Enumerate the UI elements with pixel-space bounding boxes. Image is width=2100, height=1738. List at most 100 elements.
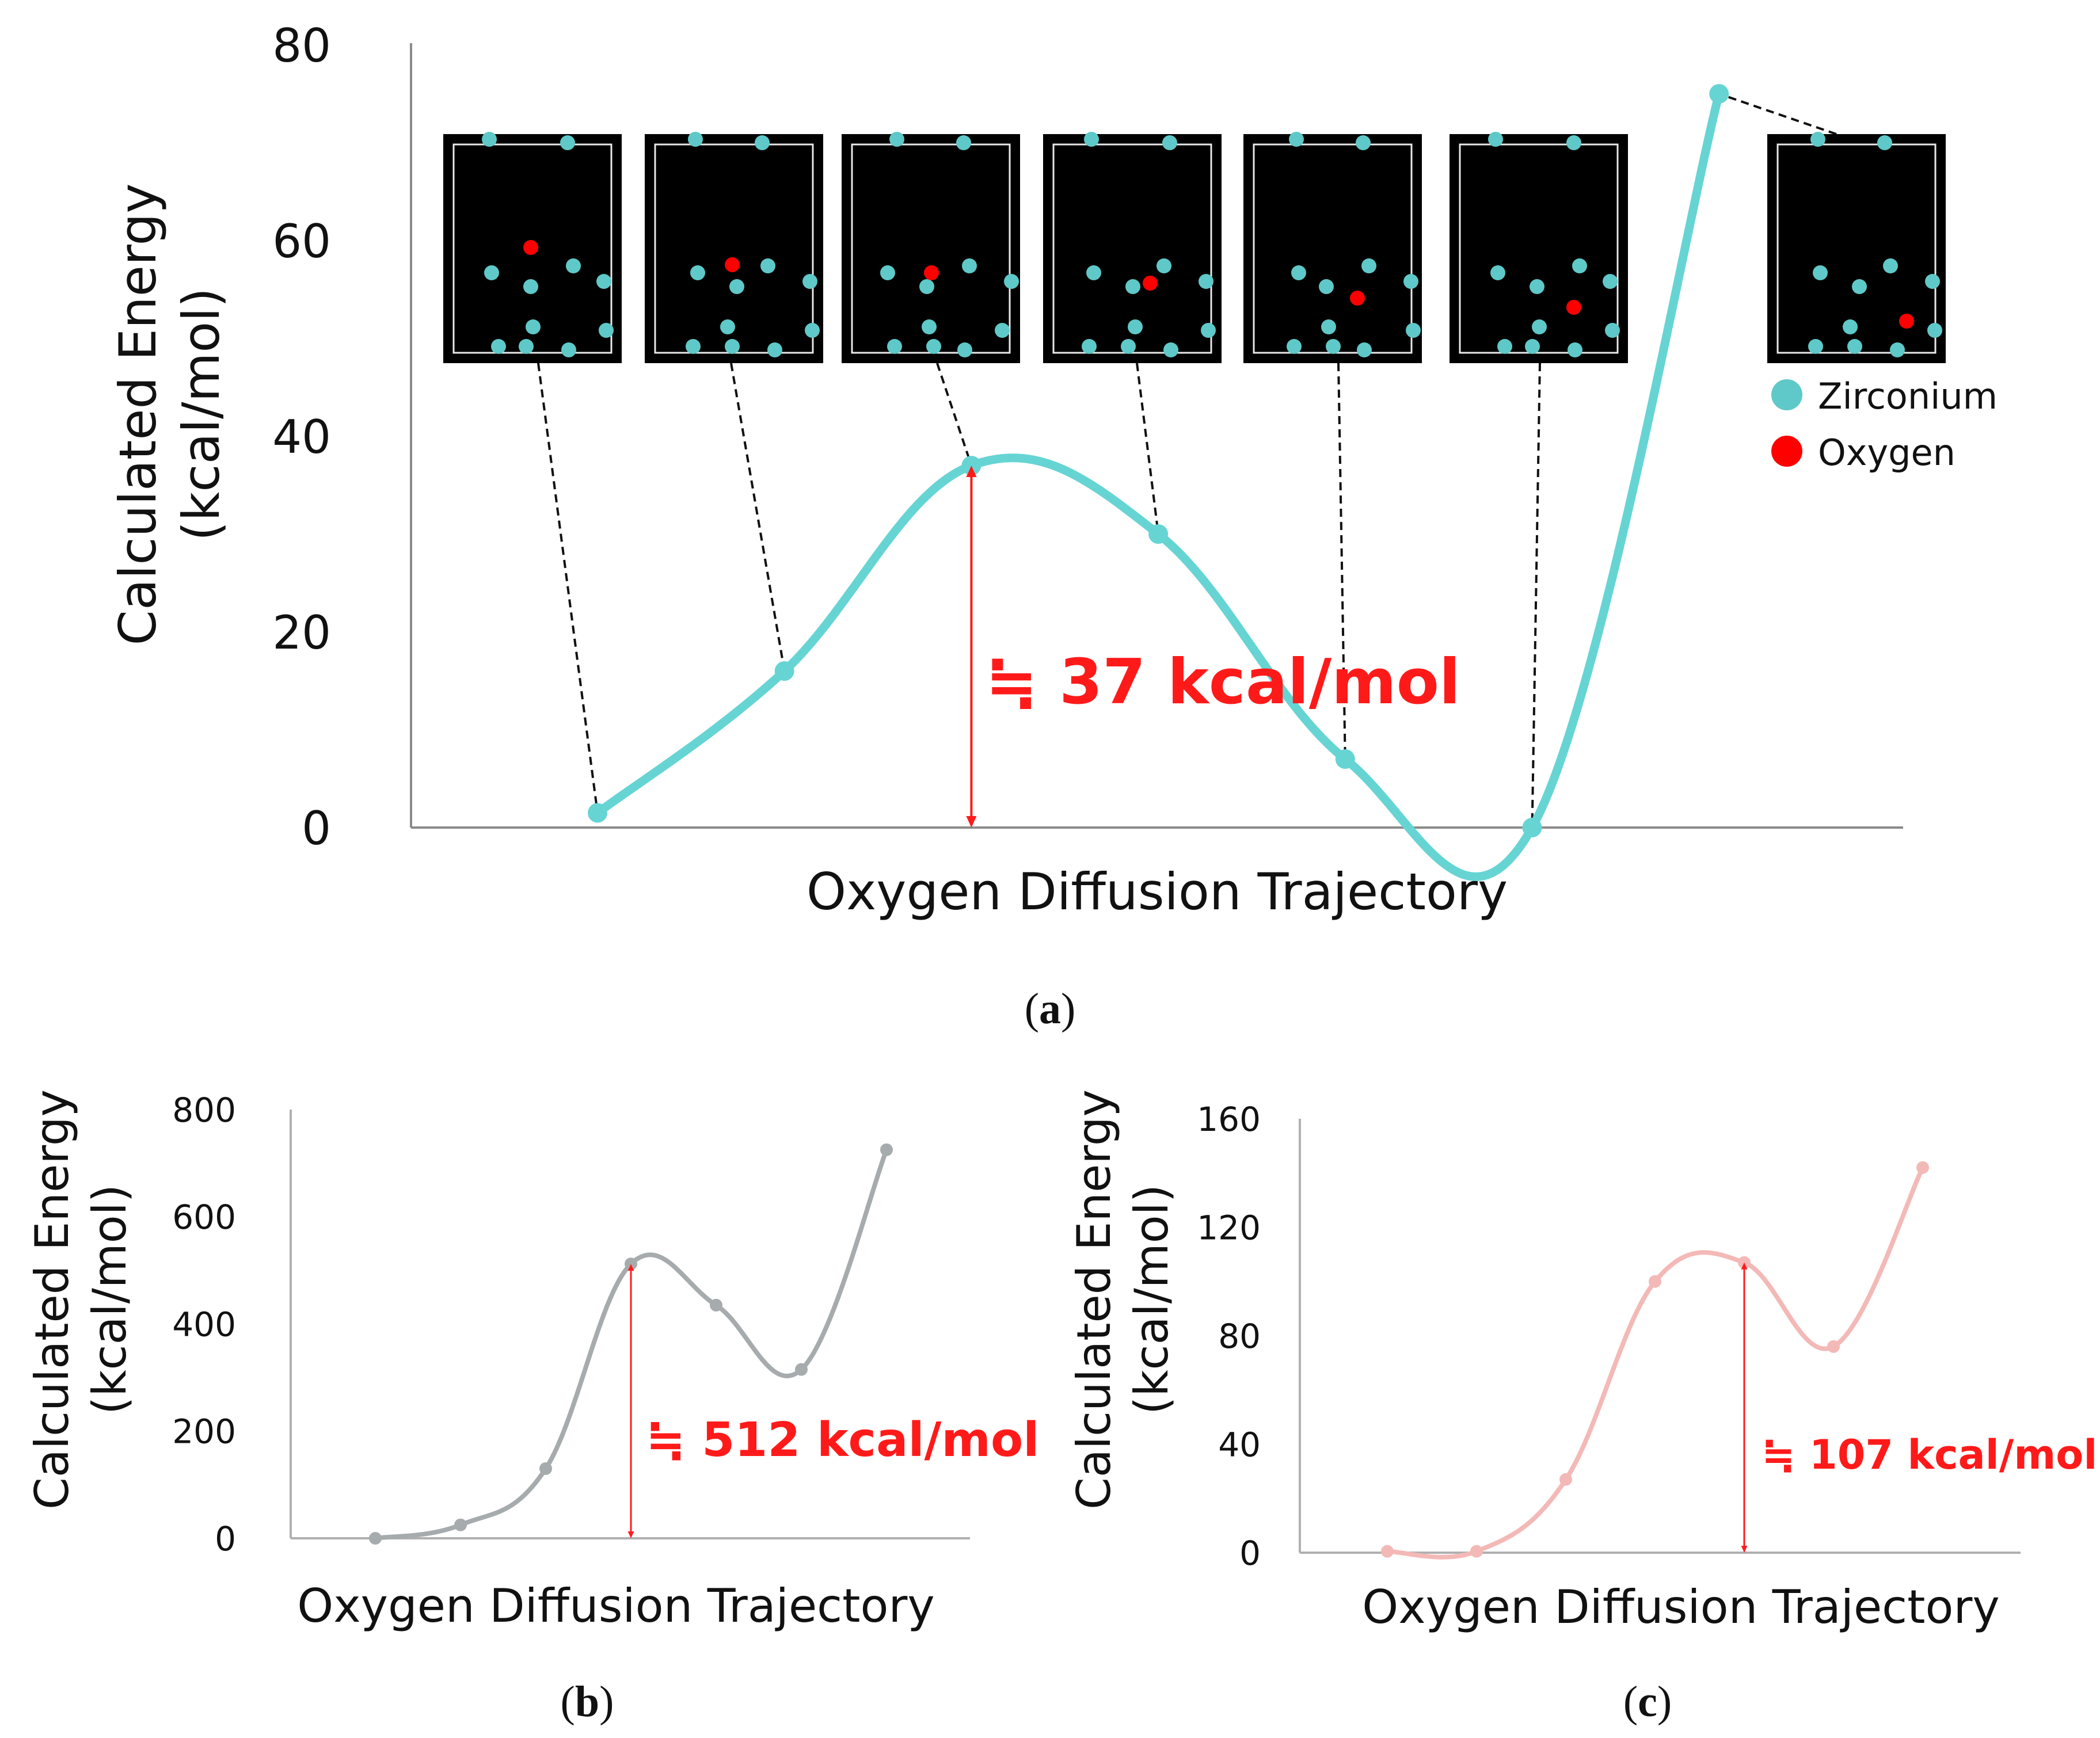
series-b	[369, 1143, 893, 1545]
y-axis-title-line1: Calculated Energy	[108, 184, 168, 646]
y-ticks-c: 0 40 80 120 160	[1197, 1100, 1261, 1573]
zirconium-atom	[1406, 323, 1421, 338]
oxygen-atom	[1143, 276, 1158, 291]
zirconium-atom	[805, 323, 820, 338]
oxygen-atom	[725, 257, 740, 272]
zirconium-atom	[760, 258, 775, 273]
structure-connector	[1718, 93, 1837, 135]
zirconium-atom	[720, 319, 735, 334]
oxygen-atom	[523, 240, 538, 255]
zirconium-atom	[1603, 274, 1618, 289]
zirconium-atom	[1883, 258, 1898, 273]
zirconium-atom	[1530, 279, 1544, 294]
barrier-annotation-b: ≒ 512 kcal/mol	[627, 1264, 1039, 1538]
oxygen-atom	[1350, 291, 1365, 306]
zirconium-atom	[887, 339, 902, 354]
y-tick-label: 0	[302, 802, 331, 855]
y-tick-label: 400	[172, 1305, 236, 1344]
unit-cell-outline	[1052, 143, 1212, 354]
data-point	[1522, 818, 1542, 837]
barrier-arrow-head-bottom	[627, 1531, 634, 1538]
series-c	[1381, 1161, 1929, 1560]
structure-connector	[730, 363, 786, 672]
barrier-arrow-head-top	[627, 1264, 634, 1271]
zirconium-atom	[956, 135, 971, 150]
y-axis-title-line2: (kcal/mol)	[83, 1184, 136, 1415]
legend-a: Zirconium Oxygen	[1771, 375, 1998, 474]
zirconium-atom	[491, 339, 506, 354]
data-point	[1381, 1545, 1394, 1558]
zirconium-atom	[561, 342, 576, 357]
structure-connector	[1531, 363, 1541, 828]
y-ticks-b: 0 200 400 600 800	[172, 1091, 236, 1558]
barrier-arrow-head-bottom	[1741, 1546, 1748, 1553]
data-point	[774, 661, 794, 681]
zirconium-atom	[880, 265, 895, 280]
series-line	[593, 89, 1724, 881]
zirconium-atom	[1843, 319, 1858, 334]
data-point	[1335, 749, 1355, 769]
structure-inset	[443, 132, 622, 363]
zirconium-atom	[995, 323, 1010, 338]
zirconium-atom	[686, 339, 701, 354]
structure-connector	[537, 363, 599, 813]
zirconium-atom	[1927, 323, 1942, 338]
zirconium-atom	[596, 274, 611, 289]
series-line	[373, 1147, 889, 1541]
zirconium-atom	[1877, 135, 1892, 150]
data-point	[539, 1462, 552, 1475]
zirconium-atom	[1810, 132, 1825, 147]
data-point	[1709, 84, 1729, 104]
barrier-annotation-a: ≒ 37 kcal/mol	[966, 466, 1460, 828]
zirconium-atom	[1357, 342, 1372, 357]
legend-marker-zirconium	[1771, 379, 1802, 410]
zirconium-atom	[526, 319, 541, 334]
zirconium-atom	[1361, 258, 1376, 273]
structure-connectors	[537, 93, 1837, 828]
zirconium-atom	[1084, 132, 1099, 147]
zirconium-atom	[802, 274, 817, 289]
data-point	[369, 1532, 382, 1545]
oxygen-atom	[924, 265, 939, 280]
data-point	[1827, 1340, 1840, 1353]
barrier-arrow-head-top	[1741, 1262, 1748, 1270]
barrier-annotation-c: ≒ 107 kcal/mol	[1741, 1262, 2097, 1553]
zirconium-atom	[1156, 258, 1171, 273]
data-point	[1649, 1275, 1661, 1288]
zirconium-atom	[566, 258, 581, 273]
unit-cell-outline	[452, 143, 612, 354]
y-tick-label: 40	[272, 410, 331, 464]
data-point	[1470, 1545, 1483, 1558]
zirconium-atom	[1572, 258, 1587, 273]
zirconium-atom	[560, 135, 575, 150]
barrier-arrow-head-top	[966, 466, 977, 477]
chart-c: Calculated Energy (kcal/mol) 0 40 80 120 160…	[1067, 1089, 2097, 1726]
structure-connector	[1136, 363, 1160, 535]
atomic-structures	[443, 132, 1946, 363]
data-point	[454, 1518, 467, 1531]
series-a	[588, 84, 1729, 881]
zirconium-atom	[1403, 274, 1418, 289]
zirconium-atom	[1566, 135, 1581, 150]
zirconium-atom	[1319, 279, 1334, 294]
zirconium-atom	[1199, 274, 1213, 289]
zirconium-atom	[1201, 323, 1216, 338]
data-point	[795, 1363, 808, 1376]
zirconium-atom	[1852, 279, 1867, 294]
zirconium-atom	[1082, 339, 1097, 354]
zirconium-atom	[1128, 319, 1143, 334]
y-axis-title-line2: (kcal/mol)	[1125, 1184, 1178, 1415]
y-ticks-a: 0 20 40 60 80	[272, 19, 331, 855]
zirconium-atom	[1605, 323, 1620, 338]
zirconium-atom	[922, 319, 937, 334]
y-tick-label: 120	[1197, 1208, 1261, 1247]
y-tick-label: 0	[215, 1519, 236, 1558]
zirconium-atom	[957, 342, 972, 357]
zirconium-atom	[1356, 135, 1371, 150]
structure-connector	[936, 363, 973, 466]
y-tick-label: 0	[1239, 1534, 1261, 1573]
zirconium-atom	[1488, 132, 1503, 147]
panel-label-b: (b)	[561, 1678, 614, 1726]
y-axis-title-line2: (kcal/mol)	[172, 288, 231, 541]
zirconium-atom	[889, 132, 904, 147]
